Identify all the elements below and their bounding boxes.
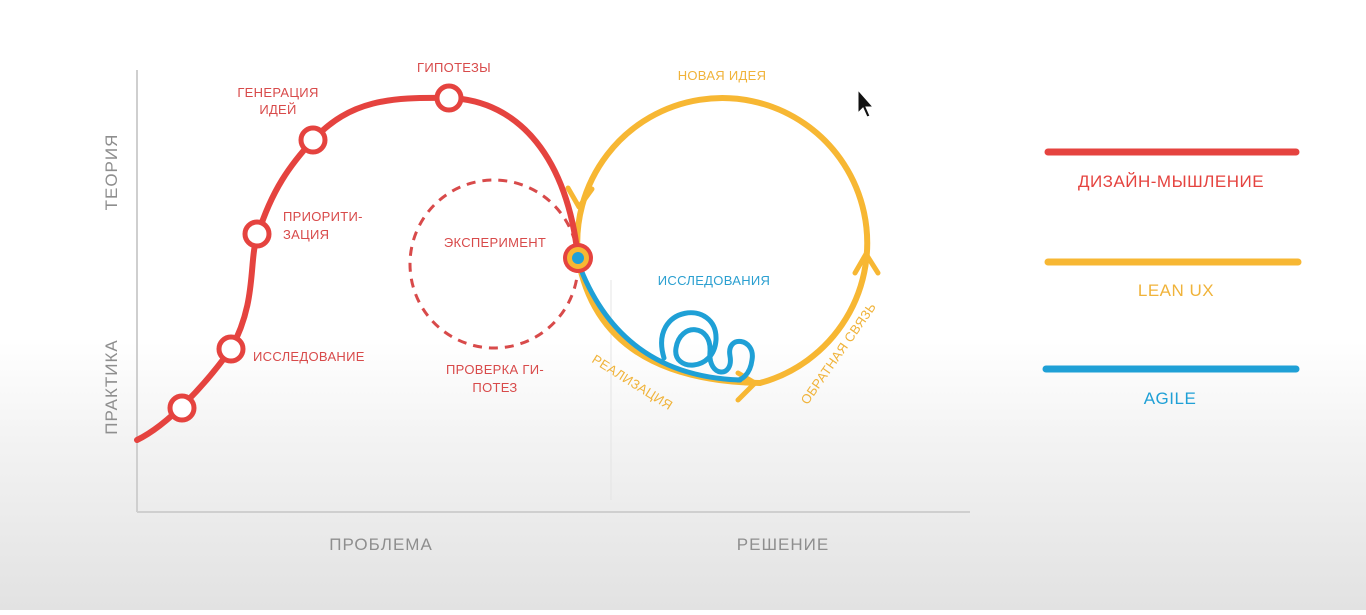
label-new-idea: НОВАЯ ИДЕЯ xyxy=(678,68,767,83)
agile-curve xyxy=(575,259,743,383)
label-prioritization-2: ЗАЦИЯ xyxy=(283,227,329,242)
junction-node xyxy=(563,243,593,273)
label-idea-generation-2: ИДЕЙ xyxy=(259,102,296,117)
junction-inner-dot xyxy=(572,252,584,264)
lean-ux-arrow-right xyxy=(852,251,881,276)
milestone-prioritization-node xyxy=(242,219,272,249)
label-experiment: ЭКСПЕРИМЕНТ xyxy=(444,235,546,250)
label-feedback: ОБРАТНАЯ СВЯЗЬ xyxy=(798,300,880,407)
agile-loops xyxy=(659,310,755,383)
design-thinking-curve xyxy=(134,83,581,443)
label-hypotheses: ГИПОТЕЗЫ xyxy=(417,60,491,75)
experiment-dashed-circle xyxy=(408,178,580,350)
label-idea-generation-1: ГЕНЕРАЦИЯ xyxy=(237,85,318,100)
label-prioritization-1: ПРИОРИТИ- xyxy=(283,209,363,224)
axes: ТЕОРИЯ ПРАКТИКА ПРОБЛЕМА РЕШЕНИЕ xyxy=(102,70,970,554)
mouse-pointer-icon xyxy=(857,88,875,118)
milestone-research-node xyxy=(216,334,246,364)
agile-path xyxy=(575,259,755,383)
legend-agile-label: AGILE xyxy=(1144,389,1197,408)
milestone-start-node xyxy=(167,393,197,423)
legend-lean-ux-label: LEAN UX xyxy=(1138,281,1214,300)
legend: ДИЗАЙН-МЫШЛЕНИЕ LEAN UX AGILE xyxy=(1042,148,1302,408)
x-axis-label-problem: ПРОБЛЕМА xyxy=(329,535,433,554)
milestone-idea-generation-node xyxy=(298,125,328,155)
label-hypothesis-check-1: ПРОВЕРКА ГИ- xyxy=(446,362,544,377)
label-hypothesis-check-2: ПОТЕЗ xyxy=(472,380,517,395)
y-axis-label-theory: ТЕОРИЯ xyxy=(102,134,121,211)
label-researches: ИССЛЕДОВАНИЯ xyxy=(658,273,770,288)
legend-design-thinking-label: ДИЗАЙН-МЫШЛЕНИЕ xyxy=(1078,172,1264,191)
milestone-hypotheses-node xyxy=(434,83,464,113)
x-axis-label-solution: РЕШЕНИЕ xyxy=(737,535,829,554)
label-research: ИССЛЕДОВАНИЕ xyxy=(253,349,365,364)
y-axis-label-practice: ПРАКТИКА xyxy=(102,339,121,435)
lean-ux-circle-path xyxy=(574,95,871,386)
lean-ux-arrow-left xyxy=(565,185,595,210)
